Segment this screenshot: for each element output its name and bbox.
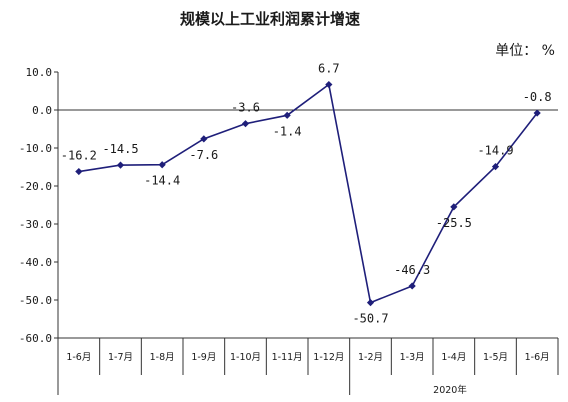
- data-point-marker: [75, 167, 83, 176]
- data-point-marker: [200, 135, 208, 143]
- x-axis-ticks: 1-6月 1-7月 1-8月 1-9月 1-10月 1-11月 1-12月 1-2月 1-3月 1…: [57, 338, 559, 395]
- data-label: -46.3: [394, 263, 430, 277]
- data-labels: -16.2 -14.5 -14.4 -7.6 -3.6 -1.4 6.7 -50.7 -46.3…: [61, 62, 552, 326]
- series-polyline: [78, 83, 538, 304]
- x-tick-label: 1-7月: [108, 352, 133, 363]
- data-point-marker: [283, 111, 291, 119]
- data-point-marker: [116, 161, 125, 169]
- data-point-marker: [450, 203, 458, 211]
- unit-label: 单位： %: [495, 43, 555, 59]
- x-tick-label: 1-10月: [230, 352, 261, 363]
- x-tick-label: 1-5月: [483, 352, 508, 363]
- data-point-marker: [533, 109, 541, 117]
- y-tick-label: -30.0: [19, 218, 52, 231]
- y-tick-label: -10.0: [19, 142, 52, 155]
- y-tick-label: -60.0: [19, 332, 52, 345]
- y-tick-label: 10.0: [26, 66, 53, 79]
- x-tick-label: 1-6月: [66, 352, 91, 363]
- year-group-label: 2020年: [433, 384, 467, 396]
- data-point-marker: [366, 299, 375, 307]
- data-point-marker: [408, 282, 416, 290]
- x-tick-label: 1-12月: [313, 352, 344, 363]
- x-tick-label: 1-11月: [272, 352, 303, 363]
- x-tick-label: 1-2月: [358, 352, 383, 363]
- data-label: -3.6: [231, 101, 260, 115]
- data-label: 6.7: [318, 62, 340, 76]
- data-label: -16.2: [61, 149, 97, 163]
- data-label: -1.4: [273, 124, 302, 138]
- chart-title: 规模以上工业利润累计增速: [180, 10, 360, 28]
- data-point-marker: [325, 80, 333, 89]
- data-label: -14.5: [102, 142, 138, 156]
- y-tick-label: -50.0: [19, 294, 52, 307]
- series-line: [75, 80, 541, 307]
- y-tick-label: -20.0: [19, 180, 52, 193]
- x-tick-label: 1-8月: [150, 352, 175, 363]
- y-tick-label: 0.0: [32, 104, 52, 117]
- data-point-marker: [158, 161, 166, 169]
- data-point-marker: [241, 120, 250, 128]
- data-point-marker: [491, 163, 500, 171]
- data-label: -14.4: [144, 174, 180, 188]
- data-label: -7.6: [189, 148, 218, 162]
- data-label: -50.7: [352, 312, 388, 326]
- x-tick-label: 1-9月: [191, 352, 216, 363]
- data-label: -0.8: [523, 90, 552, 104]
- x-tick-label: 1-3月: [400, 352, 425, 363]
- y-tick-label: -40.0: [19, 256, 52, 269]
- x-tick-label: 1-4月: [441, 352, 466, 363]
- data-label: -25.5: [436, 216, 472, 230]
- x-tick-label: 1-6月: [525, 352, 550, 363]
- data-label: -14.9: [477, 144, 513, 158]
- y-axis-ticks: 10.0 0.0 -10.0 -20.0 -30.0 -40.0 -50.0 -60.0: [19, 66, 58, 345]
